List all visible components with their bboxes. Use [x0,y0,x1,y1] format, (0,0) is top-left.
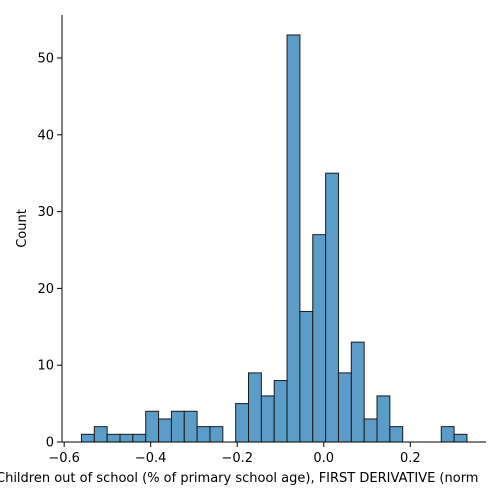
histogram-bars [80,34,468,443]
x-tick-label: 0.0 [313,451,334,466]
histogram-bar [350,341,365,443]
histogram-bar [453,433,468,443]
histogram-bar [170,410,185,443]
y-tick-label: 30 [37,205,54,220]
histogram-bar [132,433,147,443]
histogram-bar [106,433,121,443]
x-tick-label: −0.4 [135,451,167,466]
x-tick-label: −0.6 [48,451,80,466]
histogram-bar [80,433,95,443]
histogram-bar [145,410,160,443]
x-tick-label: 0.2 [400,451,421,466]
histogram-bar [209,426,224,443]
y-tick-label: 20 [37,282,54,297]
histogram-bar [376,395,391,443]
y-tick-label: 40 [37,128,54,143]
histogram-bar [158,418,172,443]
x-axis-label: Children out of school (% of primary sch… [0,471,478,486]
x-tick-label: −0.2 [221,451,253,466]
y-tick-label: 50 [37,52,54,67]
y-axis-ticks: 0 10 20 30 40 50 [37,52,62,451]
histogram-bar [260,395,275,443]
x-axis-ticks: −0.6 −0.4 −0.2 0.0 0.2 [48,442,421,466]
histogram-bar [93,426,108,443]
histogram-bar [273,380,288,443]
histogram-bar [286,34,301,443]
histogram-bar [325,172,339,443]
histogram-bar [389,426,404,443]
histogram-bar [235,403,250,443]
y-tick-label: 0 [46,436,54,451]
histogram-bar [196,426,211,443]
histogram-bar [183,410,198,443]
histogram-bar [337,372,352,443]
histogram-bar [440,426,455,443]
y-axis-label: Count [15,209,30,248]
histogram-bar [363,418,378,443]
histogram-bar [312,234,327,443]
histogram-bar [299,310,314,443]
histogram-bar [248,372,262,443]
y-tick-label: 10 [37,359,54,374]
histogram-bar [119,433,134,443]
